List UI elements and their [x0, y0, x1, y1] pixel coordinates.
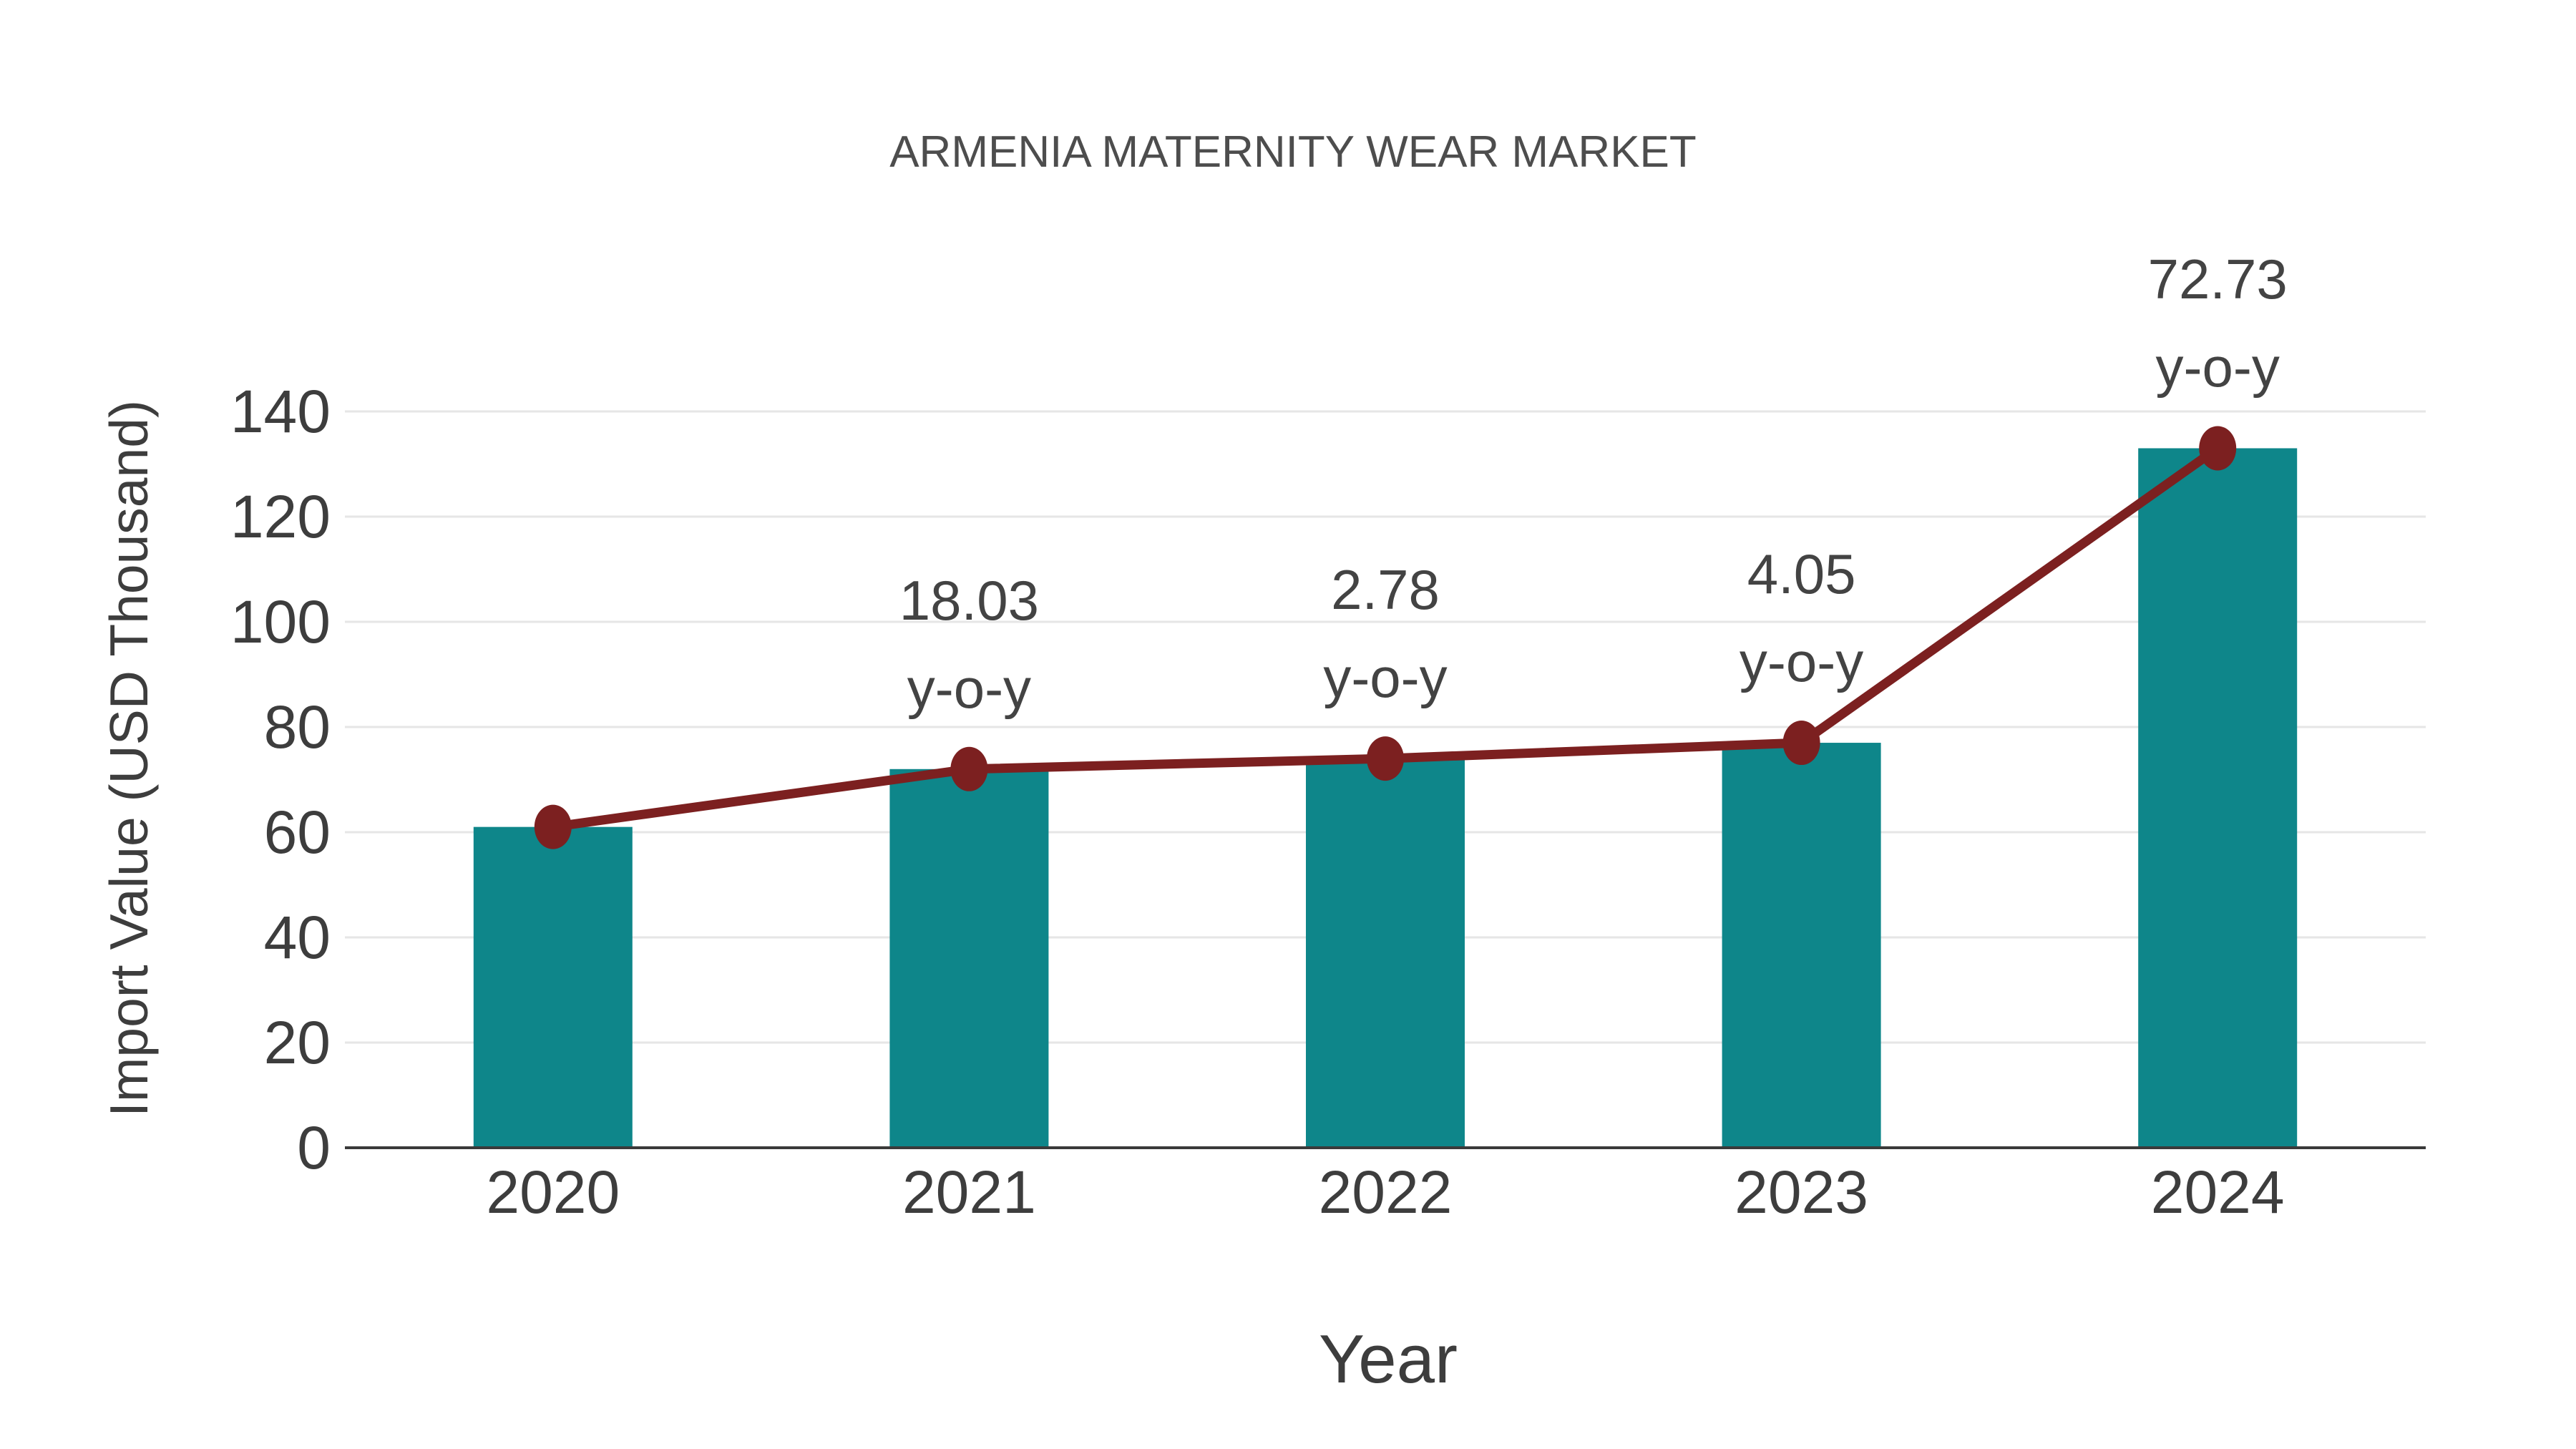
x-tick-label-2023: 2023	[1735, 1158, 1869, 1226]
x-axis-title: Year	[1319, 1321, 1458, 1397]
bar-2020	[473, 826, 633, 1148]
bar-2024	[2138, 448, 2298, 1148]
bar-2021	[889, 769, 1049, 1148]
annotation-2024: 72.73 y-o-y	[2147, 248, 2288, 399]
bar-2023	[1722, 743, 1881, 1148]
annotation-2023: 4.05 y-o-y	[1739, 542, 1864, 694]
y-tick-label-80: 80	[263, 693, 331, 761]
y-tick-label-40: 40	[263, 904, 331, 971]
y-tick-label-120: 120	[230, 483, 331, 550]
x-tick-label-2020: 2020	[486, 1158, 620, 1226]
y-tick-label-100: 100	[230, 588, 331, 655]
y-tick-label-0: 0	[297, 1114, 331, 1181]
x-tick-label-2024: 2024	[2150, 1158, 2285, 1226]
marker-2020	[534, 804, 572, 849]
y-tick-label-140: 140	[230, 378, 331, 445]
annotation-2021: 18.03 y-o-y	[899, 568, 1039, 720]
marker-2024	[2199, 426, 2237, 471]
x-tick-label-2022: 2022	[1318, 1158, 1453, 1226]
marker-2021	[950, 746, 988, 791]
x-tick-label-2021: 2021	[902, 1158, 1036, 1226]
marker-2022	[1367, 736, 1404, 781]
bar-2022	[1306, 758, 1465, 1148]
annotation-2022: 2.78 y-o-y	[1323, 558, 1448, 710]
y-tick-label-20: 20	[263, 1009, 331, 1076]
chart-title: ARMENIA MATERNITY WEAR MARKET	[889, 127, 1697, 177]
marker-2023	[1782, 721, 1820, 766]
y-tick-label-60: 60	[263, 799, 331, 866]
